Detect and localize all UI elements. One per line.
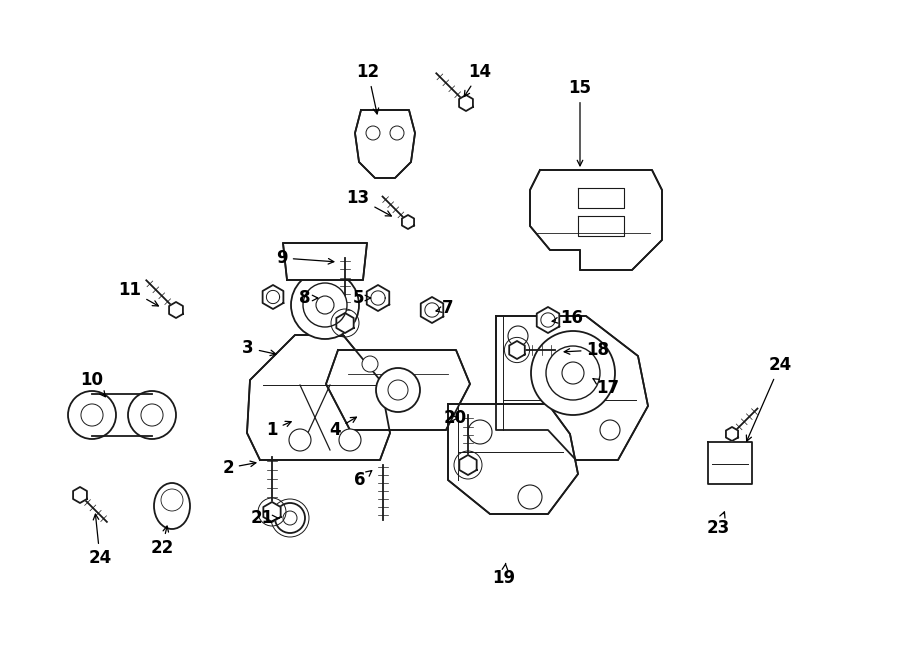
Circle shape — [283, 511, 297, 525]
Circle shape — [303, 283, 347, 327]
Text: 21: 21 — [250, 509, 279, 527]
Circle shape — [81, 404, 103, 426]
Polygon shape — [264, 502, 281, 522]
Polygon shape — [420, 297, 444, 323]
Circle shape — [323, 289, 341, 307]
Polygon shape — [509, 341, 525, 359]
Polygon shape — [459, 455, 477, 475]
Text: 1: 1 — [266, 421, 292, 439]
Text: 8: 8 — [299, 289, 318, 307]
Circle shape — [562, 362, 584, 384]
Text: 5: 5 — [352, 289, 371, 307]
Text: 2: 2 — [222, 459, 256, 477]
Polygon shape — [530, 170, 662, 270]
Circle shape — [518, 485, 542, 509]
Polygon shape — [708, 442, 752, 484]
Text: 19: 19 — [492, 563, 516, 587]
Text: 11: 11 — [119, 281, 158, 306]
Text: 12: 12 — [356, 63, 380, 114]
Circle shape — [141, 404, 163, 426]
Circle shape — [316, 296, 334, 314]
Text: 18: 18 — [564, 341, 609, 359]
Polygon shape — [92, 395, 152, 435]
Circle shape — [291, 271, 359, 339]
Text: 22: 22 — [150, 526, 174, 557]
Text: 7: 7 — [436, 299, 454, 317]
Circle shape — [531, 331, 615, 415]
Circle shape — [468, 420, 492, 444]
Polygon shape — [263, 285, 284, 309]
Circle shape — [128, 391, 176, 439]
Circle shape — [68, 391, 116, 439]
Polygon shape — [578, 216, 624, 236]
Polygon shape — [73, 487, 87, 503]
Circle shape — [508, 326, 528, 346]
Text: 24: 24 — [88, 514, 112, 567]
Polygon shape — [366, 285, 390, 311]
Polygon shape — [283, 243, 367, 280]
Text: 14: 14 — [464, 63, 491, 97]
Polygon shape — [169, 302, 183, 318]
Polygon shape — [323, 316, 341, 336]
Text: 20: 20 — [444, 409, 466, 427]
Circle shape — [388, 380, 408, 400]
Polygon shape — [459, 95, 472, 111]
Text: 17: 17 — [593, 379, 619, 397]
Text: 4: 4 — [329, 417, 356, 439]
Text: 13: 13 — [346, 189, 392, 216]
Circle shape — [289, 429, 311, 451]
Circle shape — [546, 346, 600, 400]
Circle shape — [314, 280, 350, 316]
Circle shape — [600, 420, 620, 440]
Ellipse shape — [154, 483, 190, 529]
Text: 6: 6 — [355, 471, 372, 489]
Polygon shape — [448, 404, 578, 514]
Polygon shape — [496, 316, 648, 460]
Polygon shape — [355, 110, 415, 178]
Text: 24: 24 — [746, 356, 792, 441]
Polygon shape — [578, 188, 624, 208]
Polygon shape — [402, 215, 414, 229]
Polygon shape — [726, 427, 738, 441]
Circle shape — [390, 126, 404, 140]
Circle shape — [366, 126, 380, 140]
Polygon shape — [337, 313, 354, 333]
Text: 15: 15 — [569, 79, 591, 166]
Text: 10: 10 — [80, 371, 105, 397]
Text: 3: 3 — [242, 339, 276, 357]
Polygon shape — [247, 335, 390, 460]
Text: 9: 9 — [276, 249, 334, 267]
Circle shape — [275, 503, 305, 533]
Text: 23: 23 — [706, 512, 730, 537]
Circle shape — [362, 356, 378, 372]
Polygon shape — [536, 307, 559, 333]
Text: 16: 16 — [552, 309, 583, 327]
Circle shape — [376, 368, 420, 412]
Polygon shape — [326, 350, 470, 430]
Circle shape — [339, 429, 361, 451]
